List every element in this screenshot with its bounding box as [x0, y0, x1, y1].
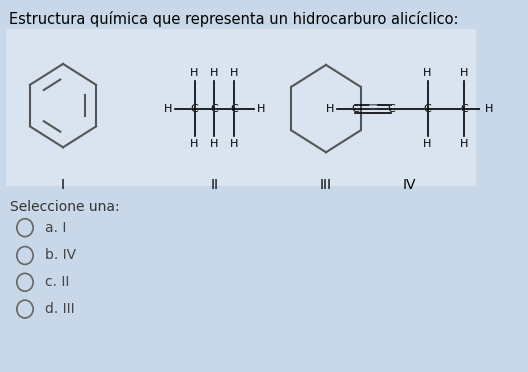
Text: c. II: c. II — [45, 275, 69, 289]
Text: C: C — [231, 103, 238, 113]
Text: II: II — [211, 178, 219, 192]
Text: H: H — [326, 103, 334, 113]
Text: H: H — [257, 103, 266, 113]
Text: ≡: ≡ — [368, 102, 379, 115]
Text: C: C — [423, 103, 431, 113]
Text: H: H — [230, 68, 239, 78]
Text: d. III: d. III — [45, 302, 74, 316]
Text: I: I — [61, 178, 65, 192]
Text: C: C — [460, 103, 468, 113]
Text: C: C — [351, 103, 359, 113]
Text: H: H — [190, 68, 199, 78]
Text: H: H — [190, 140, 199, 149]
Text: C: C — [351, 103, 359, 113]
Text: C: C — [460, 103, 468, 113]
Text: C: C — [423, 103, 431, 113]
Text: C: C — [211, 103, 219, 113]
FancyBboxPatch shape — [6, 29, 476, 186]
Text: III: III — [320, 178, 332, 192]
Text: H: H — [423, 68, 432, 78]
Text: C: C — [211, 103, 219, 113]
Text: H: H — [485, 103, 493, 113]
Text: a. I: a. I — [45, 221, 67, 235]
Text: C: C — [388, 103, 395, 113]
Text: H: H — [459, 140, 468, 149]
Text: H: H — [210, 68, 219, 78]
Text: b. IV: b. IV — [45, 248, 76, 263]
Text: H: H — [164, 103, 172, 113]
Text: IV: IV — [403, 178, 416, 192]
Text: C: C — [191, 103, 199, 113]
Text: C: C — [191, 103, 199, 113]
Text: Seleccione una:: Seleccione una: — [11, 200, 120, 214]
Text: H: H — [459, 68, 468, 78]
Text: H: H — [230, 140, 239, 149]
Text: C: C — [388, 103, 395, 113]
Text: H: H — [423, 140, 432, 149]
Text: Estructura química que representa un hidrocarburo alicíclico:: Estructura química que representa un hid… — [8, 11, 458, 27]
Text: C: C — [231, 103, 238, 113]
Text: H: H — [210, 140, 219, 149]
